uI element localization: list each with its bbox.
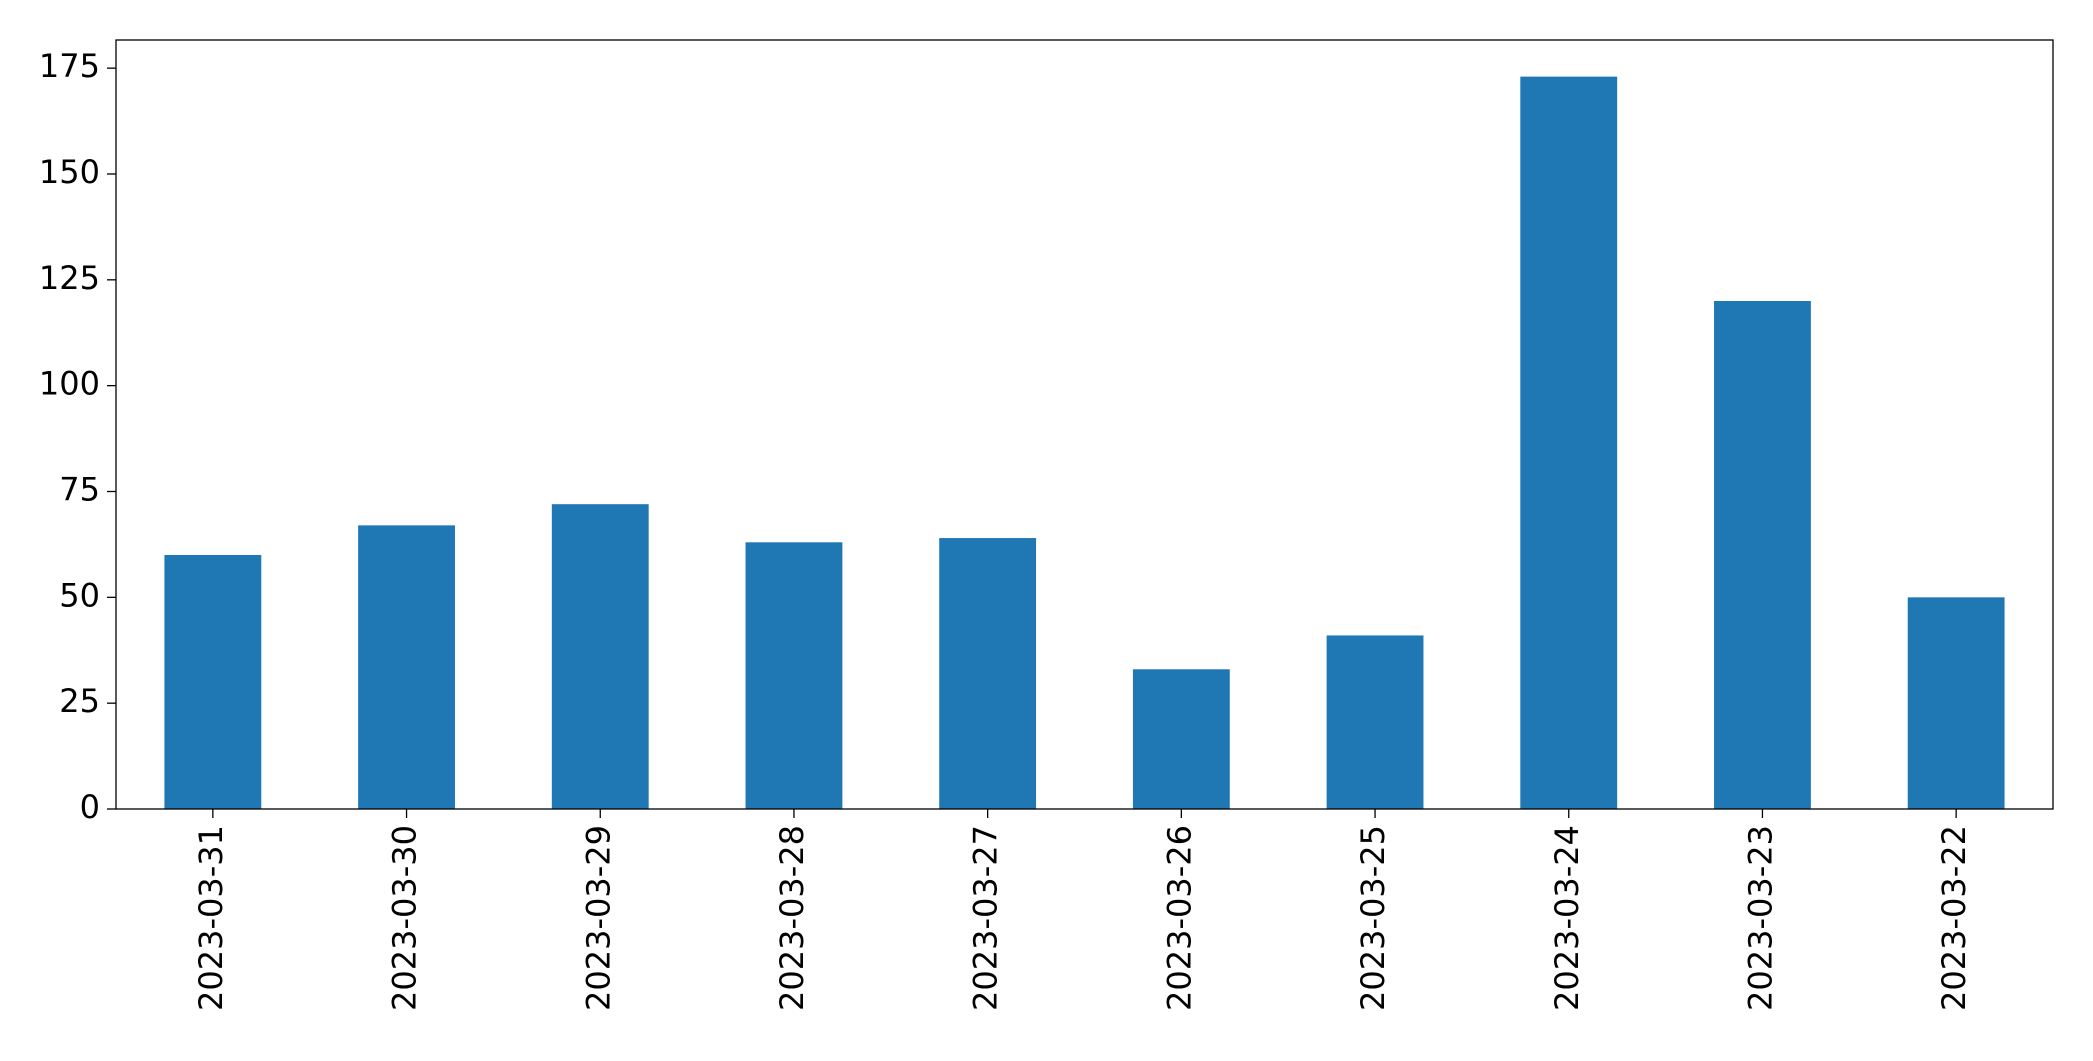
y-tick-label: 150 — [39, 153, 100, 191]
y-tick-label: 75 — [59, 470, 100, 508]
bar — [358, 525, 455, 809]
x-tick-label: 2023-03-30 — [386, 825, 424, 1011]
x-tick-label: 2023-03-27 — [967, 825, 1005, 1011]
bar — [1132, 669, 1230, 809]
x-tick-label: 2023-03-22 — [1935, 825, 1973, 1011]
bar — [1714, 300, 1811, 809]
x-tick-label: 2023-03-29 — [579, 825, 617, 1011]
y-tick-label: 25 — [59, 682, 100, 720]
y-tick-label: 175 — [39, 47, 100, 85]
x-tick-label: 2023-03-24 — [1548, 825, 1586, 1011]
y-tick-label: 125 — [39, 259, 100, 297]
x-tick-label: 2023-03-31 — [192, 825, 230, 1011]
bar — [939, 538, 1037, 809]
x-tick-label: 2023-03-28 — [773, 825, 811, 1011]
bar — [1907, 597, 2005, 809]
bar — [745, 542, 843, 809]
bar — [164, 554, 262, 809]
bar — [1326, 635, 1424, 809]
plot-frame — [115, 39, 2054, 810]
y-tick-label: 100 — [39, 365, 100, 403]
x-tick-label: 2023-03-23 — [1741, 825, 1779, 1011]
y-tick-label: 50 — [59, 576, 100, 614]
bar — [551, 504, 649, 809]
x-tick-label: 2023-03-26 — [1160, 825, 1198, 1011]
bar — [1520, 76, 1618, 810]
y-tick-label: 0 — [80, 788, 100, 826]
x-tick-label: 2023-03-25 — [1354, 825, 1392, 1011]
